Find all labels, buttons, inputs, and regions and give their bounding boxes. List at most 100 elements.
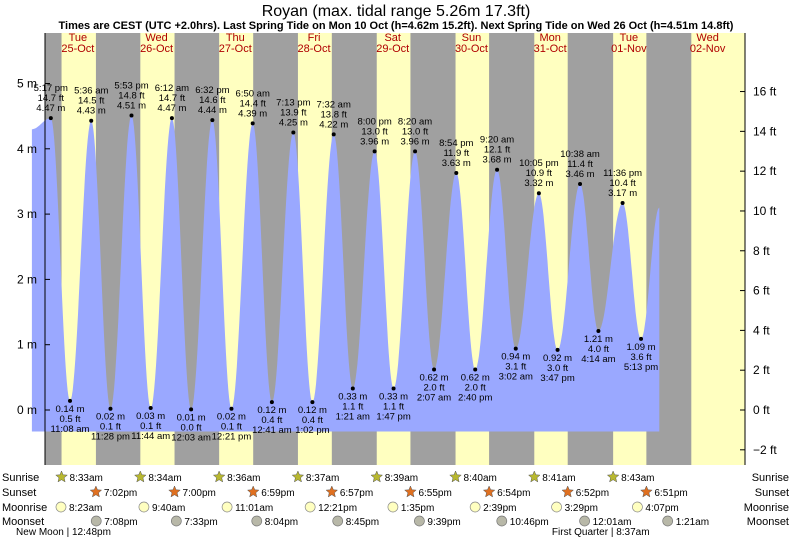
high-tide-m: 3.46 m — [566, 169, 595, 180]
day-name: Sun — [462, 32, 482, 44]
day-name: Sat — [384, 32, 401, 44]
high-tide-ft: 10.4 ft — [609, 178, 636, 189]
axes: 0 m 1 m 2 m 3 m 4 m 5 m −2 ft 0 ft 2 ft 4 ft 6 ft 8… — [17, 33, 777, 465]
low-tide-point — [350, 386, 355, 391]
moonrise-time: 12:21pm — [318, 503, 357, 514]
right-tick-label: 6 ft — [753, 284, 770, 298]
high-tide-time: 9:20 am — [480, 135, 514, 146]
low-tide-point — [432, 367, 437, 372]
high-tide-point — [331, 132, 336, 137]
moonrise-time: 1:35pm — [401, 503, 434, 514]
high-tide-ft: 14.7 ft — [38, 93, 65, 104]
low-tide-ft: 4.0 ft — [588, 344, 609, 355]
sunrise-icon — [291, 470, 305, 483]
daylight-band — [691, 33, 745, 465]
low-tide-m: 0.94 m — [501, 352, 530, 363]
low-tide-point — [108, 406, 113, 411]
high-tide-point — [620, 200, 625, 205]
low-tide-m: 0.12 m — [298, 405, 327, 416]
day-date: 29-Oct — [376, 43, 409, 55]
day-date: 25-Oct — [61, 43, 94, 55]
low-tide-m: 0.33 m — [379, 391, 408, 402]
sunset-time: 6:57pm — [340, 488, 373, 499]
sunset-time: 7:02pm — [104, 488, 137, 499]
sunset-time: 6:59pm — [261, 488, 294, 499]
low-tide-point — [391, 386, 396, 391]
right-tick-label: 10 ft — [753, 204, 777, 218]
moonset-time: 12:01am — [593, 517, 632, 528]
high-tide-point — [454, 170, 459, 175]
right-tick-label: 2 ft — [753, 363, 770, 377]
moonset-icon — [332, 515, 344, 527]
day-date: 27-Oct — [219, 43, 252, 55]
day-name: Mon — [539, 32, 560, 44]
sunrise-icon — [55, 470, 68, 483]
sunrise-time: 8:40am — [464, 473, 497, 484]
high-tide-point — [536, 191, 541, 196]
moonrise-icon — [221, 501, 233, 513]
low-tide-time: 1:47 pm — [376, 411, 410, 422]
low-tide-time: 5:13 pm — [624, 362, 658, 373]
high-tide-time: 6:50 am — [236, 88, 270, 99]
high-tide-time: 5:17 pm — [34, 83, 68, 94]
right-tick-label: 12 ft — [753, 164, 777, 178]
low-tide-time: 2:07 am — [417, 393, 451, 404]
left-tick-label: 1 m — [17, 338, 37, 352]
day-name: Tue — [620, 32, 639, 44]
high-tide-point — [291, 130, 296, 135]
left-tick-label: 0 m — [17, 403, 37, 417]
sunrise-icon — [370, 470, 384, 483]
sunset-icon — [640, 485, 653, 498]
high-tide-time: 5:36 am — [74, 86, 108, 97]
tide-area — [31, 115, 660, 432]
day-date: 30-Oct — [455, 43, 488, 55]
low-tide-ft: 0.1 ft — [140, 421, 161, 432]
moon-phase-label: First Quarter | 8:37am — [552, 527, 650, 538]
sunrise-icon — [606, 470, 620, 483]
high-tide-time: 7:32 am — [317, 99, 351, 110]
high-tide-ft: 13.0 ft — [402, 126, 429, 137]
row-label-right: Sunset — [755, 487, 789, 499]
sunset-icon — [561, 485, 575, 498]
high-tide-m: 4.44 m — [198, 105, 227, 116]
day-date: 28-Oct — [298, 43, 331, 55]
high-tide-ft: 14.8 ft — [118, 90, 145, 101]
high-tide-ft: 13.8 ft — [321, 109, 348, 120]
low-tide-m: 0.33 m — [338, 391, 367, 402]
row-label-right: Moonset — [747, 516, 789, 528]
high-tide-m: 4.22 m — [319, 119, 348, 130]
high-tide-time: 10:05 pm — [519, 158, 559, 169]
moonrise-time: 3:29pm — [565, 503, 598, 514]
high-tide-m: 3.96 m — [360, 136, 389, 147]
sunset-time: 6:54pm — [497, 488, 530, 499]
sunset-icon — [325, 485, 339, 498]
low-tide-point — [68, 398, 73, 403]
moonset-time: 9:39pm — [427, 517, 460, 528]
high-tide-time: 7:13 pm — [276, 97, 310, 108]
moonrise-icon — [304, 501, 316, 513]
high-tide-m: 3.68 m — [483, 155, 512, 166]
low-tide-ft: 0.4 ft — [302, 415, 323, 426]
high-tide-point — [129, 113, 134, 118]
high-tide-m: 4.47 m — [157, 103, 186, 114]
low-tide-time: 3:47 pm — [540, 373, 574, 384]
right-tick-label: 16 ft — [753, 85, 777, 99]
low-tide-time: 12:21 pm — [212, 432, 252, 443]
row-label-left: Sunrise — [2, 472, 39, 484]
high-tide-point — [495, 167, 500, 172]
sunset-time: 6:51pm — [654, 488, 687, 499]
low-tide-ft: 1.1 ft — [342, 401, 363, 412]
moonset-time: 1:21am — [676, 517, 709, 528]
moonset-time: 7:08pm — [104, 517, 137, 528]
sunset-icon — [246, 485, 260, 498]
row-label-left: Moonrise — [2, 502, 47, 514]
low-tide-ft: 2.0 ft — [465, 383, 486, 394]
high-tide-point — [210, 118, 215, 123]
row-label-left: Sunset — [2, 487, 36, 499]
high-tide-point — [413, 149, 418, 154]
astro-rows: Sunrise Sunrise Sunset Sunset Moonrise Moonri… — [2, 470, 789, 538]
low-tide-m: 0.12 m — [257, 405, 286, 416]
sunrise-icon — [527, 470, 541, 483]
moonrise-icon — [551, 501, 562, 513]
moonset-icon — [662, 515, 674, 527]
